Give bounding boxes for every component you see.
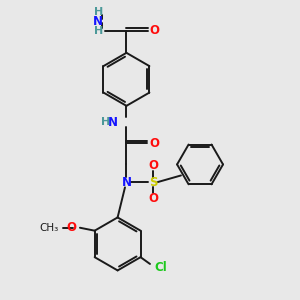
Text: Cl: Cl (154, 261, 167, 274)
Text: CH₃: CH₃ (40, 223, 59, 233)
Text: N: N (122, 176, 131, 189)
Text: O: O (150, 24, 160, 37)
Text: O: O (66, 221, 76, 234)
Text: H: H (94, 26, 103, 36)
Text: O: O (148, 159, 158, 172)
Text: N: N (93, 15, 103, 28)
Text: H: H (94, 7, 103, 17)
Text: H: H (101, 117, 110, 127)
Text: N: N (108, 116, 118, 128)
Text: O: O (148, 192, 158, 205)
Text: O: O (149, 137, 159, 150)
Text: S: S (149, 176, 157, 189)
